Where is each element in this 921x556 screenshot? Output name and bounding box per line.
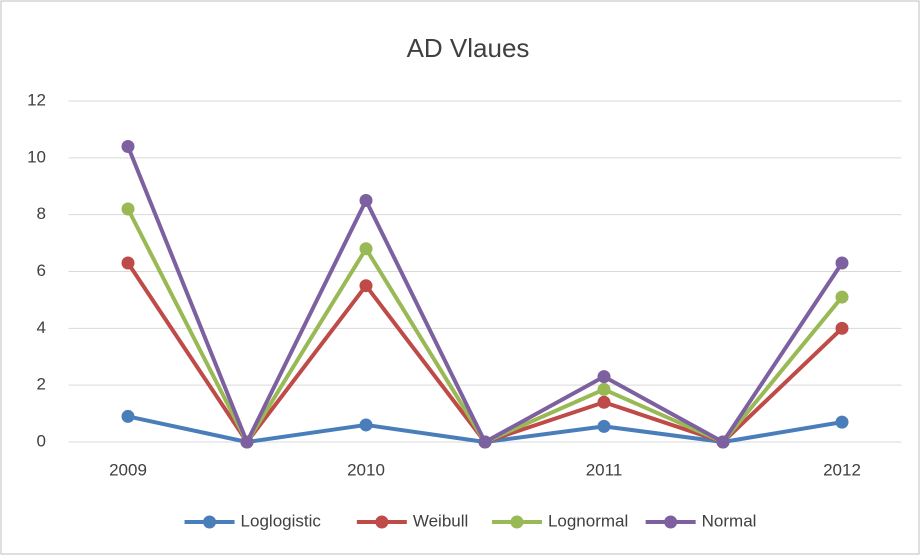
legend-swatch-dot — [203, 515, 217, 529]
legend-label: Lognormal — [548, 511, 628, 530]
data-point — [121, 139, 135, 153]
data-point — [121, 202, 135, 216]
data-point — [835, 321, 849, 335]
legend-label: Loglogistic — [241, 511, 322, 530]
legend-label: Weibull — [413, 511, 468, 530]
y-tick-label: 8 — [37, 204, 46, 223]
y-tick-label: 10 — [27, 147, 46, 166]
chart-title: AD Vlaues — [407, 33, 530, 63]
data-point — [597, 395, 611, 409]
legend-label: Normal — [702, 511, 757, 530]
data-point — [359, 279, 373, 293]
data-point — [121, 409, 135, 423]
data-point — [359, 418, 373, 432]
legend-swatch-dot — [375, 515, 389, 529]
x-tick-label: 2009 — [109, 460, 147, 479]
data-point — [478, 435, 492, 449]
legend-swatch-dot — [510, 515, 524, 529]
data-point — [240, 435, 254, 449]
data-point — [597, 419, 611, 433]
data-point — [597, 370, 611, 384]
legend-swatch-dot — [664, 515, 678, 529]
data-point — [359, 242, 373, 256]
data-point — [716, 435, 730, 449]
x-tick-label: 2010 — [347, 460, 385, 479]
data-point — [597, 382, 611, 396]
y-tick-label: 2 — [37, 375, 46, 394]
data-point — [835, 256, 849, 270]
y-tick-label: 12 — [27, 90, 46, 109]
data-point — [121, 256, 135, 270]
data-point — [359, 193, 373, 207]
data-point — [835, 290, 849, 304]
data-point — [835, 415, 849, 429]
y-tick-label: 4 — [37, 318, 46, 337]
x-tick-label: 2012 — [823, 460, 861, 479]
y-tick-label: 0 — [37, 431, 46, 450]
x-tick-label: 2011 — [586, 460, 623, 479]
y-tick-label: 6 — [37, 261, 46, 280]
